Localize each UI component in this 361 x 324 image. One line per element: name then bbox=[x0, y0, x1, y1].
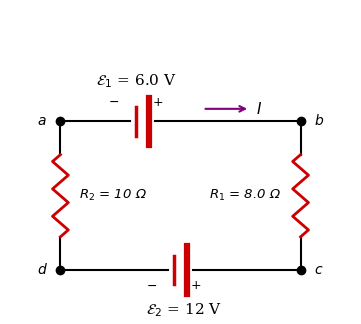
Text: c: c bbox=[315, 263, 322, 277]
Text: −: − bbox=[147, 280, 157, 293]
Text: b: b bbox=[315, 114, 323, 129]
Text: d: d bbox=[38, 263, 46, 277]
Text: $I$: $I$ bbox=[256, 101, 262, 117]
Text: +: + bbox=[191, 280, 201, 293]
Text: $\mathbf{\mathcal{E}}_2$ = 12 V: $\mathbf{\mathcal{E}}_2$ = 12 V bbox=[146, 302, 222, 319]
Text: a: a bbox=[38, 114, 46, 129]
Text: $\mathbf{\mathcal{E}}_1$ = 6.0 V: $\mathbf{\mathcal{E}}_1$ = 6.0 V bbox=[96, 72, 177, 90]
Text: $R_1$ = 8.0 Ω: $R_1$ = 8.0 Ω bbox=[209, 188, 282, 203]
Text: $R_2$ = 10 Ω: $R_2$ = 10 Ω bbox=[79, 188, 147, 203]
Text: −: − bbox=[109, 96, 119, 109]
Text: +: + bbox=[153, 96, 164, 109]
